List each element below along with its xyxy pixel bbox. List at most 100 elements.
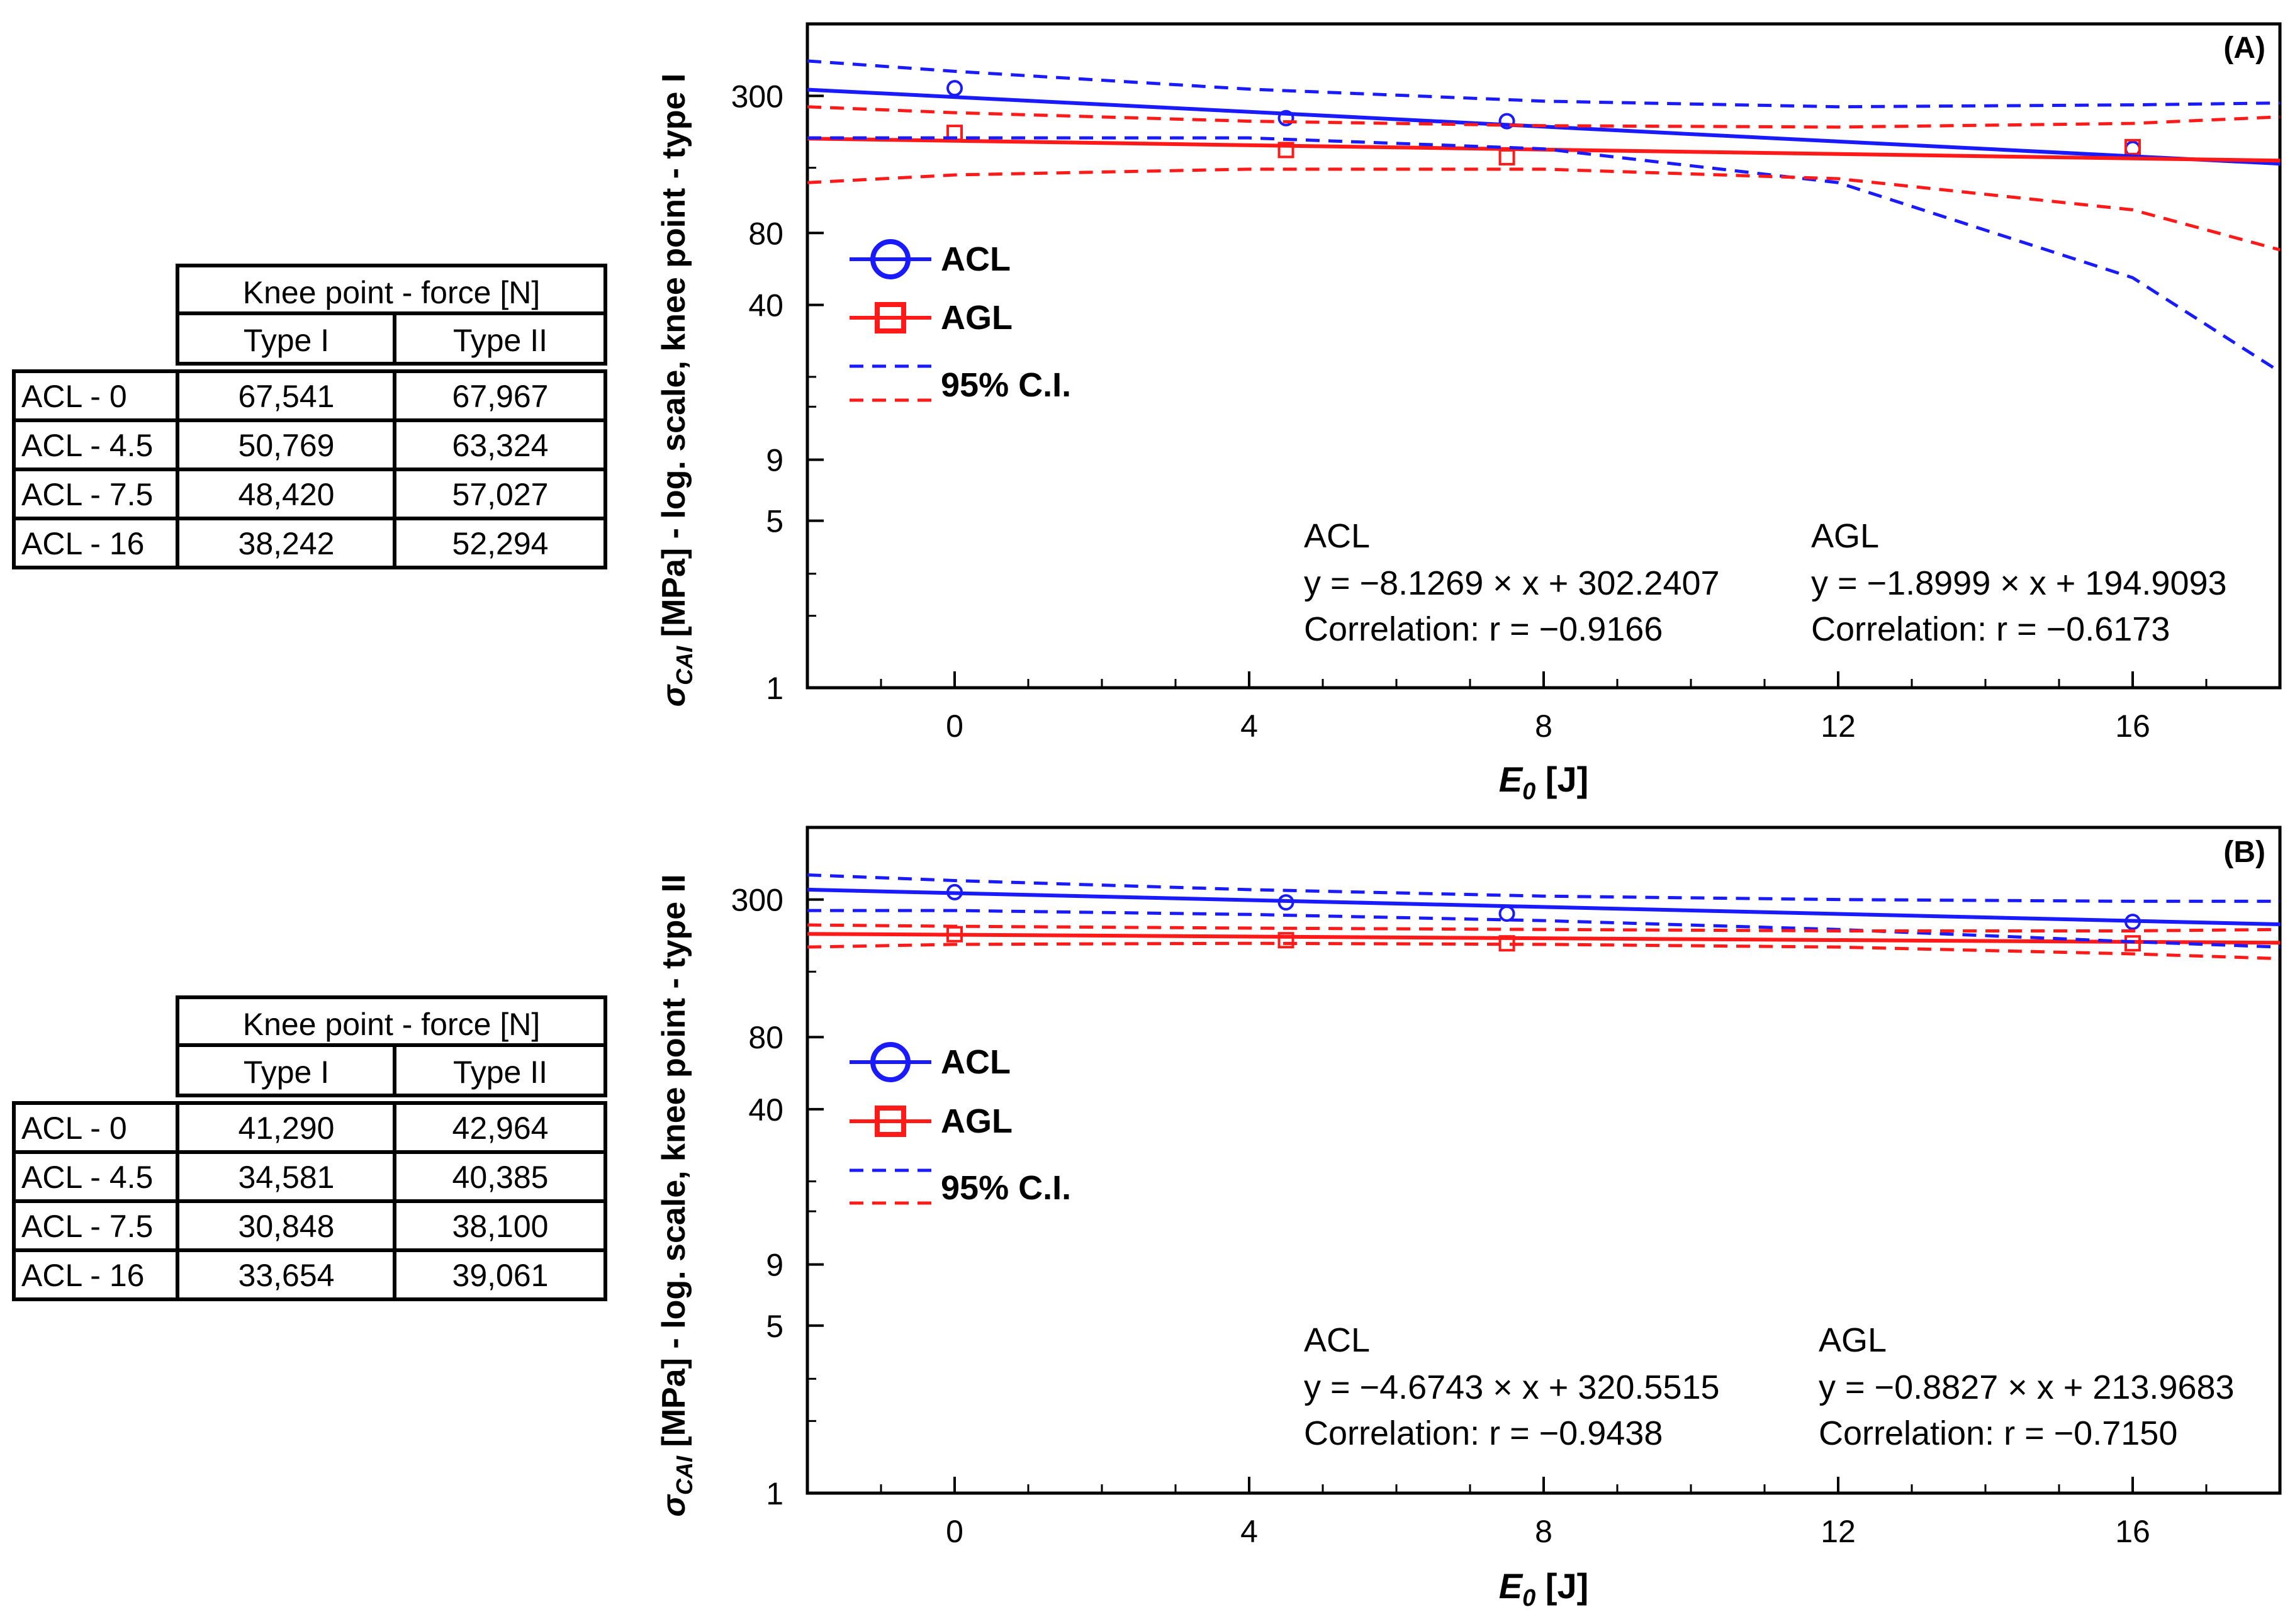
acl-data-point xyxy=(1277,109,1294,126)
acl-data-point xyxy=(1498,113,1515,130)
table-a: Knee point - force [N] Type I Type II AC… xyxy=(12,264,607,569)
chart-a: 0 4 8 12 16 1 5 9 40 80 300 (A) ACL AGL 95% C.I. A… xyxy=(656,22,2282,805)
table-b-cell: 39,061 xyxy=(452,1258,549,1293)
y-tick-label: 9 xyxy=(766,443,783,478)
x-tick-label: 4 xyxy=(1240,1514,1258,1549)
acl-95-c-i-lower-line xyxy=(807,909,2281,949)
agl-95-c-i-lower-line xyxy=(807,941,2281,961)
table-b-row-label: ACL - 4.5 xyxy=(21,1160,153,1195)
legend-agl-marker xyxy=(875,302,906,333)
legend-ci-label: 95% C.I. xyxy=(941,366,1071,404)
y-tick-label: 300 xyxy=(731,883,783,918)
acl-data-point xyxy=(946,80,963,97)
y-tick-label: 1 xyxy=(766,1476,783,1511)
legend-agl-marker xyxy=(875,1106,906,1137)
acl-95-c-i-upper-line xyxy=(807,873,2280,903)
legend-ci-label: 95% C.I. xyxy=(941,1169,1071,1207)
table-a-cell: 57,027 xyxy=(452,477,549,512)
table-a-row: ACL - 0 67,541 67,967 xyxy=(12,369,607,422)
table-b-header: Knee point - force [N] xyxy=(243,1007,540,1042)
chart-b-ticks: 0 4 8 12 16 1 5 9 40 80 300 xyxy=(731,826,2208,1549)
table-a-row-label: ACL - 4.5 xyxy=(21,428,153,463)
x-tick-label: 0 xyxy=(946,1514,963,1549)
table-a-cell: 52,294 xyxy=(452,526,549,561)
acl-fit-line xyxy=(807,887,2281,927)
table-b-col-type-i: Type I xyxy=(244,1055,329,1090)
equation-acl-name: ACL xyxy=(1304,517,1370,555)
table-b-row: ACL - 0 41,290 42,964 xyxy=(12,1101,607,1154)
table-a-header: Knee point - force [N] xyxy=(243,275,540,310)
agl-data-point xyxy=(1277,932,1294,949)
y-tick-label: 80 xyxy=(748,216,783,251)
table-b-cell: 42,964 xyxy=(452,1111,549,1146)
table-a-row-label: ACL - 7.5 xyxy=(21,477,153,512)
agl-fit-line xyxy=(807,932,2281,945)
chart-b-x-axis-title: E0 [J] xyxy=(1499,1566,1589,1611)
x-tick-label: 8 xyxy=(1535,708,1552,744)
table-a-row: ACL - 16 38,242 52,294 xyxy=(12,517,607,569)
table-a-row-label: ACL - 0 xyxy=(21,379,127,414)
legend-acl-label: ACL xyxy=(941,1043,1011,1081)
table-b-cell: 38,100 xyxy=(452,1209,549,1244)
table-a-row: ACL - 4.5 50,769 63,324 xyxy=(12,418,607,471)
table-b-col-type-ii: Type II xyxy=(453,1055,547,1090)
equation-acl-name: ACL xyxy=(1304,1321,1370,1359)
table-a-cell: 67,967 xyxy=(452,379,549,414)
table-b-cell: 33,654 xyxy=(239,1258,335,1293)
chart-a-series xyxy=(807,59,2281,373)
equation-acl-formula: y = −8.1269 × x + 302.2407 xyxy=(1304,564,1720,602)
table-b-cell: 34,581 xyxy=(239,1160,335,1195)
equation-agl-name: AGL xyxy=(1811,517,1879,555)
y-tick-label: 40 xyxy=(748,1092,783,1128)
agl-95-c-i-upper-line xyxy=(807,923,2281,932)
x-tick-label: 16 xyxy=(2115,1514,2150,1549)
agl-data-point xyxy=(2124,138,2141,155)
y-tick-label: 5 xyxy=(766,504,783,539)
y-tick-label: 40 xyxy=(748,288,783,323)
chart-a-ticks: 0 4 8 12 16 1 5 9 40 80 300 xyxy=(731,23,2208,744)
table-b-cell: 40,385 xyxy=(452,1160,549,1195)
y-tick-label: 9 xyxy=(766,1248,783,1283)
acl-95-c-i-lower-line xyxy=(807,136,2281,373)
x-tick-label: 0 xyxy=(946,708,963,744)
x-tick-label: 16 xyxy=(2115,708,2150,744)
table-b-cell: 30,848 xyxy=(239,1209,335,1244)
legend-agl-label: AGL xyxy=(941,299,1013,337)
chart-a-x-axis-title: E0 [J] xyxy=(1499,759,1589,805)
chart-b: 0 4 8 12 16 1 5 9 40 80 300 (B) ACL AGL 95% C.I. A… xyxy=(656,826,2282,1611)
agl-data-point xyxy=(1277,142,1294,159)
agl-95-c-i-lower-line xyxy=(807,167,2281,252)
x-tick-label: 4 xyxy=(1240,708,1258,744)
table-b-row-label: ACL - 7.5 xyxy=(21,1209,153,1244)
chart-b-y-axis-title: σCAI [MPa] - log. scale, knee point - ty… xyxy=(656,874,697,1516)
table-a-cell: 48,420 xyxy=(239,477,335,512)
chart-b-panel-label: (B) xyxy=(2223,836,2265,869)
y-tick-label: 300 xyxy=(731,79,783,114)
chart-b-equations: ACL y = −4.6743 × x + 320.5515 Correlati… xyxy=(1304,1321,2235,1452)
equation-agl-correlation: Correlation: r = −0.7150 xyxy=(1819,1414,2177,1452)
y-tick-label: 1 xyxy=(766,671,783,706)
equation-acl-formula: y = −4.6743 × x + 320.5515 xyxy=(1304,1369,1720,1406)
table-a-row-label: ACL - 16 xyxy=(21,526,144,561)
legend-acl-label: ACL xyxy=(941,240,1011,278)
legend-acl-marker xyxy=(870,1042,911,1082)
chart-a-equations: ACL y = −8.1269 × x + 302.2407 Correlati… xyxy=(1304,517,2227,648)
table-a-cell: 67,541 xyxy=(239,379,335,414)
table-b: Knee point - force [N] Type I Type II AC… xyxy=(12,995,607,1301)
table-b-row-label: ACL - 0 xyxy=(21,1111,127,1146)
table-b-cell: 41,290 xyxy=(239,1111,335,1146)
table-a-row: ACL - 7.5 48,420 57,027 xyxy=(12,468,607,520)
table-a-cell: 38,242 xyxy=(239,526,335,561)
table-b-row: ACL - 7.5 30,848 38,100 xyxy=(12,1199,607,1252)
equation-acl-correlation: Correlation: r = −0.9166 xyxy=(1304,610,1663,648)
table-b-row: ACL - 4.5 34,581 40,385 xyxy=(12,1150,607,1203)
y-tick-label: 5 xyxy=(766,1309,783,1344)
equation-agl-formula: y = −1.8999 × x + 194.9093 xyxy=(1811,564,2227,602)
table-a-col-type-ii: Type II xyxy=(453,323,547,358)
acl-95-c-i-upper-line xyxy=(807,59,2281,109)
equation-agl-correlation: Correlation: r = −0.6173 xyxy=(1811,610,2170,648)
agl-95-c-i-upper-line xyxy=(807,105,2281,129)
chart-a-y-axis-title: σCAI [MPa] - log. scale, knee point - ty… xyxy=(656,74,697,707)
equation-acl-correlation: Correlation: r = −0.9438 xyxy=(1304,1414,1663,1452)
